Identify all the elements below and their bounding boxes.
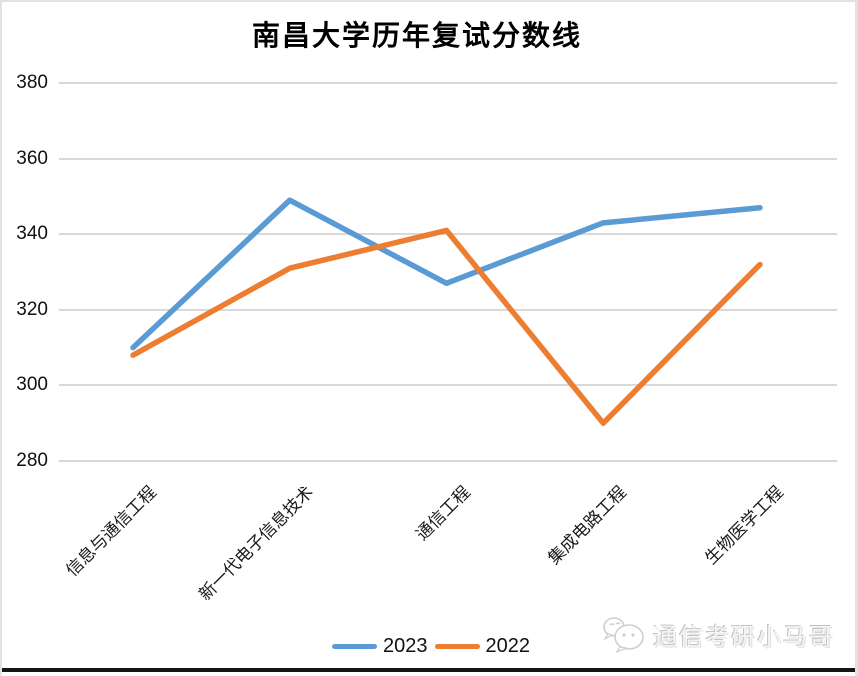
y-axis-tick-label-300: 300 — [16, 374, 48, 396]
legend: 2023 2022 — [2, 635, 855, 658]
gridline-300 — [59, 384, 837, 387]
wechat-icon — [603, 617, 644, 653]
gridline-340 — [59, 233, 837, 236]
legend-item-2022: 2022 — [434, 635, 531, 658]
y-axis-tick-label-380: 380 — [16, 72, 48, 93]
legend-label-2023: 2023 — [383, 635, 428, 657]
gridline-280 — [59, 460, 837, 462]
y-axis-tick-label-360: 360 — [16, 147, 48, 169]
legend-swatch-2023 — [332, 644, 377, 649]
legend-swatch-2022 — [434, 644, 480, 649]
series-line-2023 — [130, 197, 763, 351]
watermark-text: 通信考研小马哥 — [653, 622, 835, 651]
y-axis-tick-label-320: 320 — [16, 298, 48, 320]
series-line-2022 — [130, 227, 763, 426]
bottom-border-line — [2, 668, 855, 672]
y-axis-tick-label-340: 340 — [16, 223, 48, 245]
gridline-380 — [59, 82, 837, 84]
legend-label-2022: 2022 — [485, 635, 531, 657]
gridline-320 — [59, 308, 837, 311]
legend-item-2023: 2023 — [332, 635, 428, 658]
y-axis-tick-label-280: 280 — [16, 450, 48, 471]
gridline-360 — [59, 157, 837, 160]
chart-title: 南昌大学历年复试分数线 — [251, 19, 582, 52]
watermark: 通信考研小马哥 — [602, 615, 835, 653]
